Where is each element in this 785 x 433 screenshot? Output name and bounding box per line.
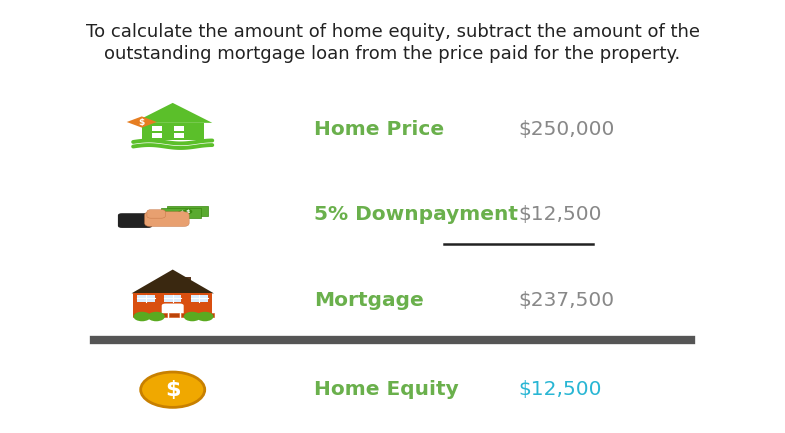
FancyBboxPatch shape bbox=[152, 133, 162, 138]
FancyBboxPatch shape bbox=[137, 295, 155, 302]
Circle shape bbox=[133, 312, 151, 321]
FancyBboxPatch shape bbox=[133, 293, 212, 317]
Text: Mortgage: Mortgage bbox=[314, 291, 424, 310]
FancyBboxPatch shape bbox=[173, 133, 184, 138]
Text: Home Equity: Home Equity bbox=[314, 380, 458, 399]
Text: $: $ bbox=[185, 209, 190, 214]
Text: $250,000: $250,000 bbox=[518, 120, 615, 139]
Text: $: $ bbox=[180, 210, 184, 215]
FancyBboxPatch shape bbox=[152, 126, 162, 131]
Polygon shape bbox=[131, 269, 214, 294]
Circle shape bbox=[177, 210, 187, 215]
Text: Home Price: Home Price bbox=[314, 120, 444, 139]
FancyBboxPatch shape bbox=[191, 295, 208, 302]
Polygon shape bbox=[133, 103, 212, 123]
FancyBboxPatch shape bbox=[192, 313, 203, 317]
Text: outstanding mortgage loan from the price paid for the property.: outstanding mortgage loan from the price… bbox=[104, 45, 681, 63]
Circle shape bbox=[196, 312, 214, 321]
FancyBboxPatch shape bbox=[162, 208, 201, 218]
Text: $12,500: $12,500 bbox=[518, 205, 601, 224]
FancyBboxPatch shape bbox=[169, 313, 179, 317]
Text: $: $ bbox=[139, 117, 145, 126]
FancyBboxPatch shape bbox=[118, 213, 152, 228]
Circle shape bbox=[183, 209, 192, 214]
Text: $12,500: $12,500 bbox=[518, 380, 601, 399]
FancyBboxPatch shape bbox=[133, 313, 144, 317]
Text: 5% Downpayment: 5% Downpayment bbox=[314, 205, 518, 224]
FancyBboxPatch shape bbox=[204, 313, 214, 317]
FancyBboxPatch shape bbox=[167, 207, 209, 216]
FancyBboxPatch shape bbox=[182, 277, 192, 290]
FancyBboxPatch shape bbox=[164, 295, 181, 302]
Circle shape bbox=[148, 312, 165, 321]
FancyBboxPatch shape bbox=[144, 212, 189, 226]
FancyBboxPatch shape bbox=[162, 304, 184, 319]
Text: To calculate the amount of home equity, subtract the amount of the: To calculate the amount of home equity, … bbox=[86, 23, 699, 42]
Circle shape bbox=[184, 312, 201, 321]
FancyBboxPatch shape bbox=[173, 126, 184, 131]
FancyBboxPatch shape bbox=[181, 313, 191, 317]
FancyBboxPatch shape bbox=[142, 123, 203, 140]
FancyBboxPatch shape bbox=[145, 216, 152, 225]
Text: $: $ bbox=[165, 380, 181, 400]
Text: $237,500: $237,500 bbox=[518, 291, 614, 310]
Circle shape bbox=[141, 372, 205, 407]
FancyBboxPatch shape bbox=[145, 313, 155, 317]
FancyBboxPatch shape bbox=[147, 210, 166, 218]
FancyBboxPatch shape bbox=[157, 313, 167, 317]
Polygon shape bbox=[126, 116, 157, 128]
